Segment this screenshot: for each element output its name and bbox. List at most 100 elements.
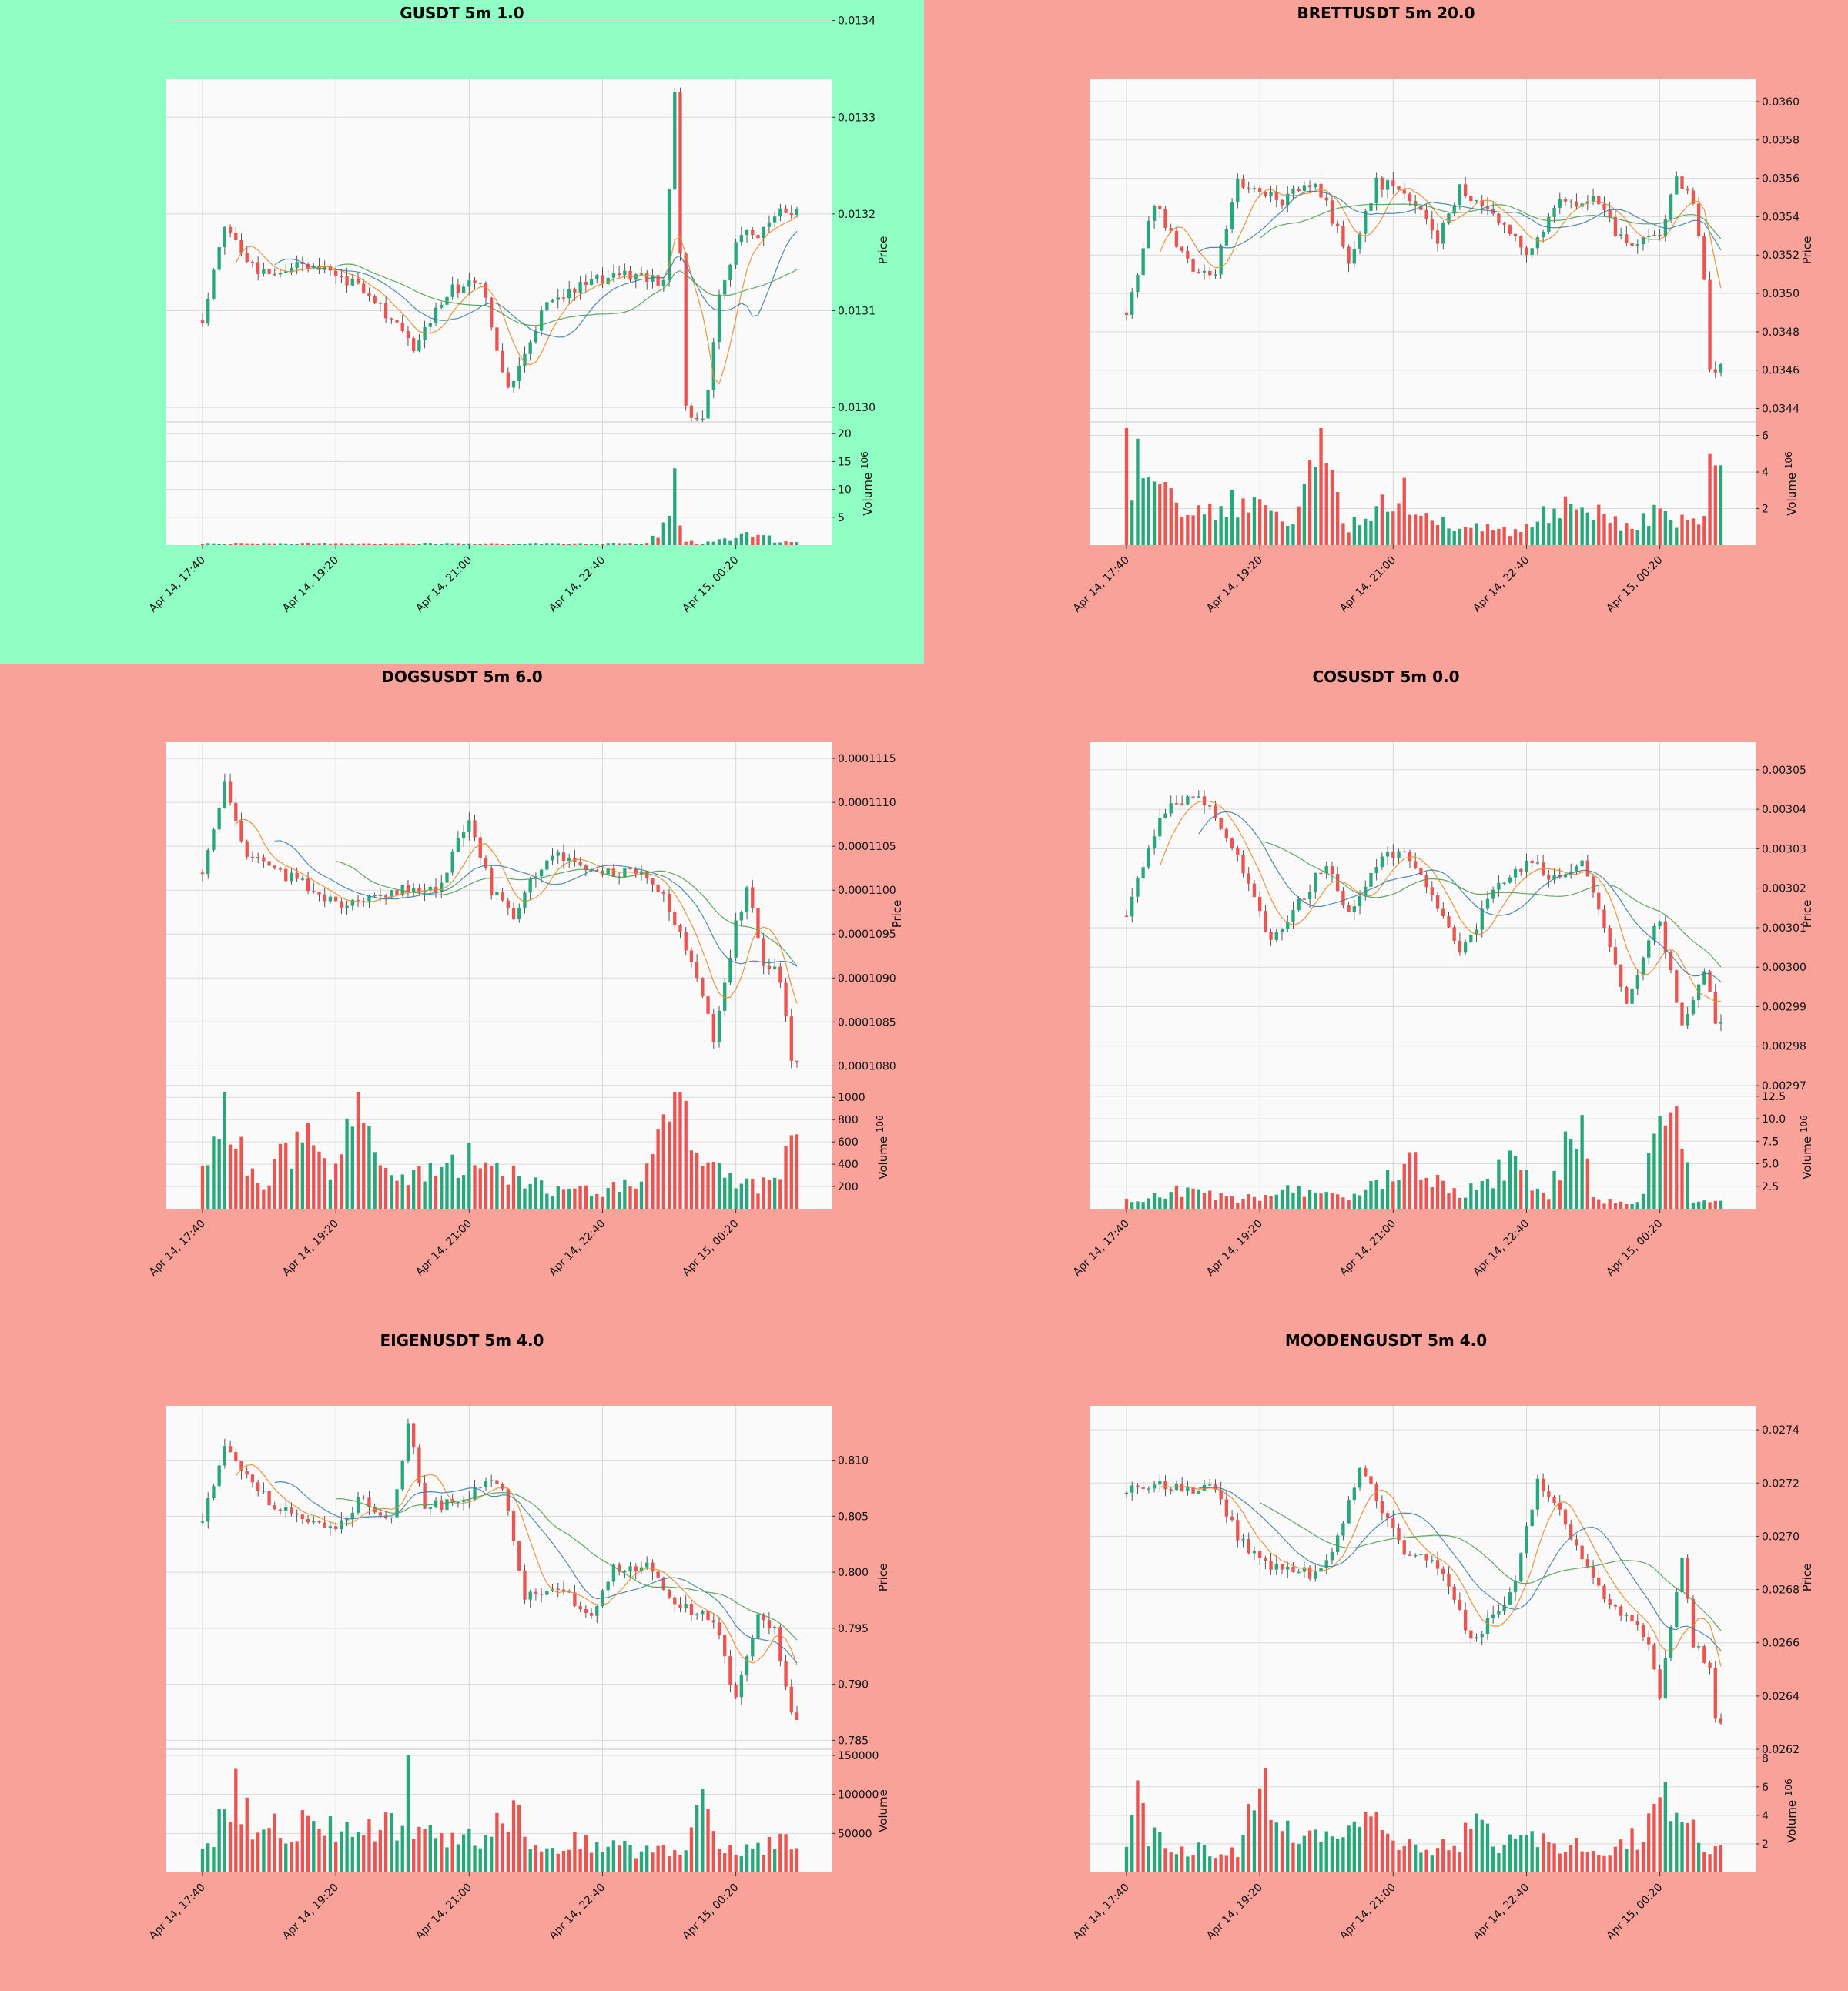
price-axis-label: Price [1800,1564,1814,1592]
candle-body [1385,180,1390,190]
volume-bar [423,542,427,545]
candle-body [745,229,749,236]
candle-body [1291,189,1295,194]
candle-body [278,1509,283,1511]
volume-bar [1186,1187,1190,1209]
volume-bar [428,543,432,545]
candle-body [440,882,444,892]
candle-body [762,938,765,966]
volume-bar [1241,1835,1245,1872]
volume-bar [1397,1180,1401,1209]
volume-bar [228,544,233,545]
volume-bar [523,544,527,545]
volume-bar [495,543,499,545]
volume-bar [1241,1198,1245,1209]
price-tick-label: 0.0350 [1762,288,1799,300]
candle-body [212,269,216,299]
candle-body [1341,226,1345,247]
volume-bar [617,1845,621,1872]
candle-body [534,330,538,343]
volume-bar [539,544,544,545]
candle-body [1613,216,1618,236]
volume-bar [1319,1841,1323,1872]
candle-body [689,1604,694,1615]
volume-bar [689,1827,694,1872]
volume-bar [367,543,371,545]
candle-body [1686,1014,1689,1026]
candle-body [356,899,360,902]
x-tick-label: Apr 14, 19:20 [1204,1218,1265,1279]
volume-bar [634,544,638,545]
candle-body [578,862,582,866]
candle-body [1130,1485,1134,1493]
volume-bar [617,543,621,545]
candle-body [1569,201,1573,203]
candle-body [1336,223,1340,226]
volume-bar [373,544,377,545]
candle-body [317,892,321,895]
candle-body [523,892,527,908]
volume-bar [1208,504,1212,545]
volume-bar [639,544,644,545]
candle-body [1424,209,1428,219]
candle-body [1419,206,1423,210]
volume-bar [1708,1202,1712,1209]
candle-body [1691,190,1696,204]
volume-bar [661,1114,666,1209]
candle-body [1252,883,1257,897]
price-tick-label: 0.0001115 [838,753,896,765]
candle-body [1286,1567,1290,1570]
volume-bar [1314,1193,1317,1209]
candle-body [1480,1633,1484,1638]
volume-tick-label: 2 [1762,504,1769,516]
candle-body [756,235,760,239]
candle-body [1547,216,1551,232]
candle-body [1713,991,1717,1024]
volume-bar [1641,1193,1645,1209]
candles [200,87,799,422]
volume-bar [1430,1855,1434,1872]
candle-body [689,405,694,418]
volume-bar [445,1163,449,1209]
volume-bar [306,1123,310,1209]
volume-bar [223,1092,227,1209]
x-tick-label: Apr 14, 17:40 [1071,1882,1132,1942]
candle-body [634,868,638,875]
candle-body [323,266,326,270]
candle-body [1630,988,1634,1004]
volume-bar [1264,1195,1267,1209]
volume-bar [250,543,255,545]
candle-body [1563,1509,1568,1525]
volume-bar [1513,1838,1518,1872]
volume-tick-label: 5.0 [1762,1159,1779,1171]
candle-body [651,878,654,885]
volume-bar [767,1180,772,1209]
moving-average-line [336,861,798,966]
volume-bar [362,1123,366,1209]
candle-body [1364,1467,1368,1477]
candle-body [623,1571,627,1573]
volume-bar [1647,1153,1651,1209]
volume-tick-label: 10 [838,484,852,497]
volume-bars [1124,428,1723,545]
volume-bar [1252,1810,1257,1872]
volume-bar [1441,1180,1445,1209]
candle-body [1452,927,1456,941]
candle-body [734,242,738,265]
volume-bar [506,1184,510,1209]
volume-tick-label: 400 [838,1159,859,1171]
candle-body [1152,1484,1157,1489]
candle-body [1530,860,1534,864]
candle-body [1307,185,1312,188]
volume-bar [1230,1196,1234,1209]
volume-bar [589,1852,594,1872]
candle-body [584,865,588,871]
volume-bar [1625,1203,1629,1209]
x-tick-label: Apr 14, 19:20 [1204,1882,1265,1942]
candle-body [206,1498,210,1522]
candle-body [1508,877,1512,883]
volume-bar [695,1805,699,1872]
candle-body [1147,848,1151,868]
candle-body [1591,196,1595,202]
candle-body [1680,1002,1684,1026]
